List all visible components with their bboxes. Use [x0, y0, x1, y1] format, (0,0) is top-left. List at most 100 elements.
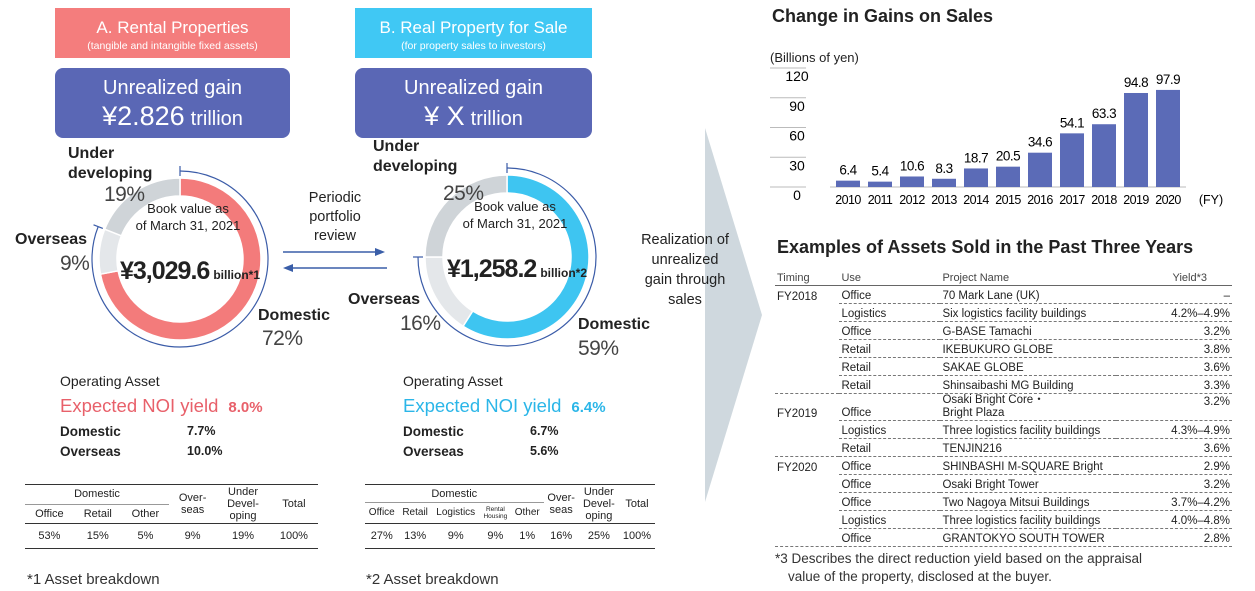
use-cell: Logistics [839, 420, 941, 439]
review-text: review [314, 228, 356, 244]
use-cell: Office [839, 321, 941, 340]
name-cell: Osaki Bright Core・ Bright Plaza [940, 393, 1116, 421]
column-header: Under Devel- oping [578, 484, 619, 524]
donut-value-label: 59% [578, 337, 619, 360]
data-label: 54.1 [1060, 115, 1084, 130]
noi-row-value: 6.7% [530, 424, 559, 438]
realization-text: gain through [644, 272, 726, 288]
use-cell: Logistics [839, 510, 941, 529]
book-value: ¥3,029.6 billion*1 [105, 257, 275, 286]
table-row: Office Two Nagoya Mitsui Buildings 3.7%–4.… [775, 492, 1232, 511]
gain-value: ¥ X [424, 101, 465, 131]
realization-text: unrealized [651, 252, 719, 268]
book-value-number: ¥1,258.2 [447, 255, 537, 283]
table-row: Retail IKEBUKURO GLOBE 3.8% [775, 339, 1232, 358]
book-label: Book value as [474, 199, 556, 214]
noi-heading: Operating Asset [60, 373, 160, 389]
column-header: Other [121, 504, 170, 524]
name-cell: Two Nagoya Mitsui Buildings [940, 492, 1116, 511]
table-value: 13% [404, 530, 427, 542]
column-header: Over- seas [169, 484, 217, 524]
table-value: 5% [137, 530, 154, 542]
bar [996, 166, 1020, 187]
yield-cell: 3.2% [1115, 474, 1232, 493]
x-tick-label: 2012 [899, 193, 925, 207]
axis-unit: (Billions of yen) [770, 50, 859, 65]
gain-label: Unrealized gain [103, 77, 242, 99]
footnote: *3 Describes the direct reduction yield … [775, 551, 1142, 566]
table-value: 15% [86, 530, 109, 542]
yield-cell: 3.6% [1115, 438, 1232, 457]
donut-label: Under developing [373, 138, 458, 175]
yield-cell: 4.2%–4.9% [1115, 303, 1232, 322]
donut-segment [99, 177, 262, 341]
table-title: Examples of Assets Sold in the Past Thre… [777, 237, 1194, 257]
header-row: Timing Use Project Name Yield*3 [775, 268, 1232, 286]
footnote: value of the property, disclosed at the … [788, 569, 1052, 584]
noi-row-label: Overseas [60, 444, 121, 459]
table-row: Office Osaki Bright Tower 3.2% [775, 474, 1232, 493]
yield-cell: 4.0%–4.8% [1115, 510, 1232, 529]
gain-unit: trillion [190, 108, 243, 130]
use-cell: Office [839, 393, 941, 421]
noi-row-label: Overseas [403, 444, 464, 459]
donut-label: Under developing [68, 145, 153, 182]
timing-cell [775, 493, 839, 511]
table-row: Logistics Three logistics facility buildi… [775, 420, 1232, 439]
use-cell: Office [839, 492, 941, 511]
use-cell: Office [839, 474, 941, 493]
use-cell: Office [839, 285, 941, 304]
footnote: *1 Asset breakdown [27, 571, 160, 588]
column-header: Under Devel- oping [216, 484, 270, 524]
column-header: Other [510, 502, 544, 524]
noi-row-label: Domestic [403, 424, 464, 439]
x-axis-label: (FY) [1199, 193, 1223, 207]
noi-value: 8.0% [228, 399, 263, 416]
review-text: portfolio [309, 209, 361, 225]
table-value: 9% [487, 530, 504, 542]
bar [1060, 133, 1084, 187]
donut-value-label: 9% [60, 252, 90, 275]
timing-cell: FY2019 [777, 407, 818, 420]
bar [1028, 152, 1052, 187]
breakdown-table: Domestic Over- seas Under Devel- oping Tota… [365, 484, 655, 549]
table-value: 53% [38, 530, 61, 542]
name-cell: SHINBASHI M-SQUARE Bright [940, 456, 1116, 475]
noi-row-value: 5.6% [530, 444, 559, 458]
name-cell: TENJIN216 [940, 438, 1116, 457]
yield-cell: 3.2% [1115, 321, 1232, 340]
header-row: Office Retail Logistics Rental Housing Other [365, 502, 655, 524]
x-tick-label: 2014 [963, 193, 989, 207]
name-cell: Six logistics facility buildings [940, 303, 1116, 322]
bar [900, 176, 924, 187]
y-tick-label: 120 [785, 68, 809, 84]
table-row: FY2019 Office Osaki Bright Core・ Bright Pla… [775, 393, 1232, 421]
noi-label: Expected NOI yield [60, 395, 219, 416]
data-label: 34.6 [1028, 135, 1052, 150]
gain-unit: trillion [470, 108, 523, 130]
book-value: ¥1,258.2 billion*2 [432, 255, 602, 284]
noi-row-value: 7.7% [187, 424, 216, 438]
header-row: Office Retail Other [25, 504, 318, 524]
y-tick-label: 60 [789, 128, 805, 144]
timing-cell [775, 375, 840, 394]
table-row: FY2020 Office SHINBASHI M-SQUARE Bright 2.9… [775, 456, 1232, 475]
column-header: Use [839, 268, 941, 286]
group-header: Domestic [365, 484, 544, 504]
column-header: Rental Housing [479, 502, 511, 524]
data-label: 8.3 [935, 161, 952, 176]
donut-segment [424, 174, 508, 258]
name-line: Osaki Bright Core・ [942, 394, 1045, 406]
name-cell: Shinsaibashi MG Building [940, 375, 1116, 394]
column-header: Total [618, 484, 655, 524]
y-tick-label: 30 [789, 157, 805, 173]
gain-label: Unrealized gain [404, 77, 543, 99]
table-row: Logistics Three logistics facility buildi… [775, 510, 1232, 529]
timing-cell [775, 511, 839, 529]
use-cell: Retail [839, 438, 941, 457]
column-header: Logistics [431, 502, 480, 524]
footnote: *2 Asset breakdown [366, 571, 499, 588]
donut-label: Domestic [258, 307, 331, 324]
table-row: Retail TENJIN216 3.6% [775, 438, 1232, 457]
